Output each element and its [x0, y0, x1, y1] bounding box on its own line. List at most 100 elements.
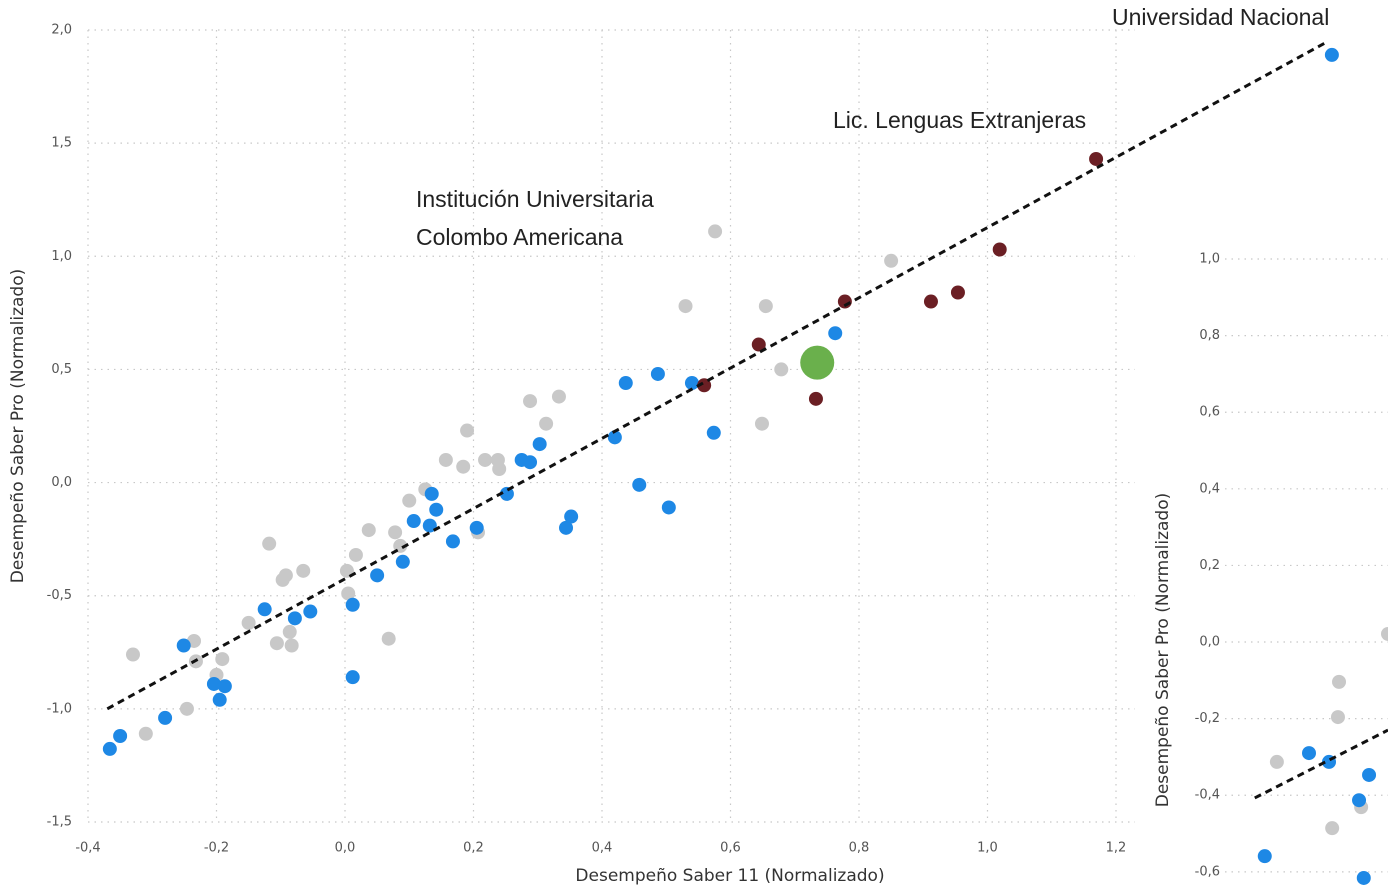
- point: [607, 430, 622, 445]
- annotation: Lic. Lenguas Extranjeras: [833, 107, 1086, 133]
- point: [282, 624, 297, 639]
- point: [381, 631, 396, 646]
- point: [217, 679, 232, 694]
- point: [388, 525, 403, 540]
- point: [460, 423, 475, 438]
- point: [1332, 674, 1347, 689]
- point: [158, 710, 173, 725]
- point: [632, 477, 647, 492]
- trend-line: [106, 39, 1329, 711]
- point: [348, 547, 363, 562]
- point: [406, 514, 421, 529]
- point: [113, 729, 128, 744]
- y-tick-label: 0,4: [1199, 481, 1220, 496]
- point: [1269, 754, 1284, 769]
- point: [564, 509, 579, 524]
- y-tick-label: 1,0: [51, 249, 72, 264]
- point: [884, 253, 899, 268]
- point: [257, 602, 272, 617]
- point: [758, 299, 773, 314]
- point: [706, 425, 721, 440]
- y-tick-label: 0,0: [1199, 635, 1220, 650]
- point: [551, 389, 566, 404]
- x-tick-label: -0,4: [75, 841, 100, 856]
- point: [456, 459, 471, 474]
- point: [1352, 793, 1367, 808]
- point: [262, 536, 277, 551]
- y-tick-label: 0,0: [51, 475, 72, 490]
- point: [296, 563, 311, 578]
- y-tick-label: 0,5: [51, 362, 72, 377]
- point: [138, 726, 153, 741]
- y-tick-label: -1,0: [47, 701, 72, 716]
- point: [697, 378, 712, 393]
- x-tick-label: -0,2: [204, 841, 229, 856]
- x-tick-label: 0,6: [720, 841, 741, 856]
- point: [424, 486, 439, 501]
- point: [287, 611, 302, 626]
- y-tick-label: -0,5: [47, 588, 72, 603]
- point: [402, 493, 417, 508]
- point: [490, 452, 505, 467]
- point: [445, 534, 460, 549]
- y-tick-label: 0,6: [1199, 405, 1220, 420]
- x-tick-label: 0,4: [592, 841, 613, 856]
- point: [1089, 151, 1104, 166]
- point: [1325, 821, 1340, 836]
- point: [370, 568, 385, 583]
- y-tick-label: -0,2: [1195, 711, 1220, 726]
- point: [303, 604, 318, 619]
- x-tick-label: 1,0: [977, 841, 998, 856]
- point: [1362, 767, 1377, 782]
- point: [176, 638, 191, 653]
- point: [559, 520, 574, 535]
- point: [345, 597, 360, 612]
- point: [499, 486, 514, 501]
- point: [215, 652, 230, 667]
- point: [808, 391, 823, 406]
- point: [678, 299, 693, 314]
- main-chart: -1,5 -1,0 -0,5 0,0 0,5 1,0 1,5 2,0 -0,4 -0,2 0,0 0,…: [8, 23, 1339, 886]
- y-tick-label: -0,6: [1195, 864, 1220, 879]
- point: [523, 455, 538, 470]
- x-tick-label: 0,2: [463, 841, 484, 856]
- y-tick-label: 0,8: [1199, 328, 1220, 343]
- annotation: Universidad Nacional: [1112, 4, 1329, 30]
- x-axis-title: Desempeño Saber 11 (Normalizado): [575, 866, 884, 886]
- point: [102, 741, 117, 756]
- point: [1356, 870, 1371, 885]
- point: [532, 437, 547, 452]
- point: [241, 615, 256, 630]
- point: [923, 294, 938, 309]
- inset-chart: -0,6 -0,4 -0,2 0,0 0,2 0,4 0,6 0,8 1,0 Desempeño …: [1153, 252, 1388, 885]
- point: [950, 285, 965, 300]
- point: [1381, 626, 1388, 641]
- y-tick-label: 1,0: [1199, 252, 1220, 267]
- point: [992, 242, 1007, 257]
- point: [179, 701, 194, 716]
- point: [361, 523, 376, 538]
- trend-line: [1254, 728, 1388, 800]
- point: [345, 670, 360, 685]
- point: [828, 326, 843, 341]
- point: [1257, 849, 1272, 864]
- annotation: Institución Universitaria: [416, 186, 654, 212]
- point: [438, 452, 453, 467]
- y-tick-label: -1,5: [47, 815, 72, 830]
- point: [395, 554, 410, 569]
- point: [469, 520, 484, 535]
- point: [774, 362, 789, 377]
- point: [650, 366, 665, 381]
- point: [751, 337, 766, 352]
- x-tick-label: 1,2: [1106, 841, 1127, 856]
- point: [284, 638, 299, 653]
- point: [429, 502, 444, 517]
- point: [1324, 47, 1339, 62]
- point: [478, 452, 493, 467]
- x-tick-label: 0,0: [335, 841, 356, 856]
- point: [269, 636, 284, 651]
- point: [212, 692, 227, 707]
- y-axis-title: Desempeño Saber Pro (Normalizado): [8, 269, 28, 584]
- point: [341, 586, 356, 601]
